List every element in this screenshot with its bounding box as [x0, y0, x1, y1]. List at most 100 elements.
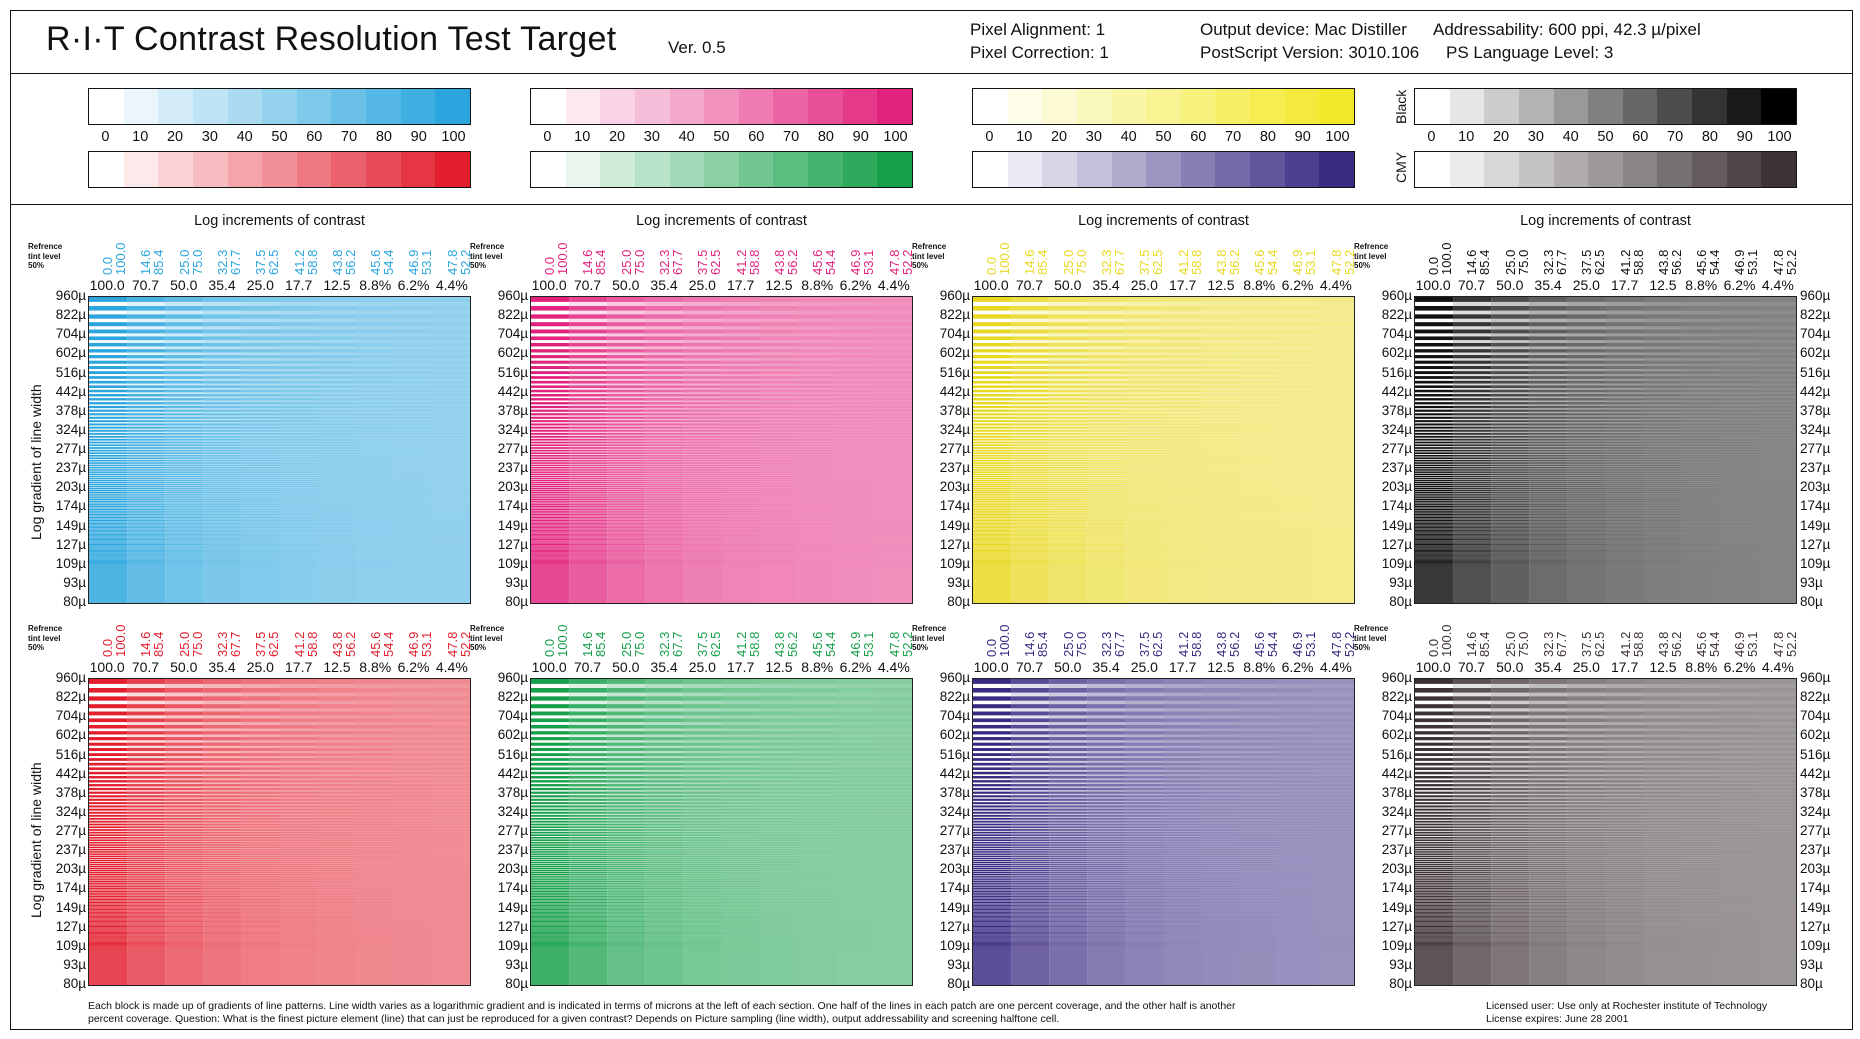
yellow-contrast-percents: 100.0 70.7 50.0 35.4 25.0 17.7 12.5 8.8% 6.2% 4.4…	[972, 277, 1355, 295]
magenta-swatch-step	[704, 89, 739, 124]
yellow-swatch-label: 0	[985, 129, 994, 145]
y-axis-title-top: Log gradient of line width	[28, 384, 44, 540]
magenta-line-width-label: 80µ	[505, 594, 528, 609]
black-line-width-label: 149µ	[1381, 517, 1412, 533]
green-contrast-percent: 8.8%	[801, 659, 834, 675]
red-contrast-column	[127, 679, 166, 985]
cmy-swatch-step	[1449, 152, 1485, 187]
green-contrast-column	[873, 679, 912, 985]
y-axis-title-bottom: Log gradient of line width	[28, 762, 44, 918]
violet-line-width-label: 203µ	[939, 861, 970, 877]
cmy-contrast-percent: 6.2%	[1723, 659, 1756, 675]
violet-contrast-percent: 50.0	[1054, 659, 1082, 675]
yellow-swatch-step	[1250, 89, 1285, 124]
red-line-width-labels: 960µ 822µ 704µ 602µ 516µ 442µ 378µ 324µ 277µ 237µ…	[38, 670, 86, 991]
yellow-line-width-label: 602µ	[939, 345, 970, 361]
cmy-contrast-percents: 100.0 70.7 50.0 35.4 25.0 17.7 12.5 8.8% 6.2% 4.4…	[1414, 659, 1797, 677]
cmy-contrast-percent: 12.5	[1649, 659, 1677, 675]
violet-line-width-label: 109µ	[939, 937, 970, 953]
magenta-contrast-percents: 100.0 70.7 50.0 35.4 25.0 17.7 12.5 8.8% 6.2% 4.4…	[530, 277, 913, 295]
magenta-swatch-step	[877, 89, 913, 124]
violet-contrast-column	[1125, 679, 1164, 985]
violet-swatch-step	[1076, 152, 1112, 187]
black-line-width-label: 378µ	[1381, 402, 1412, 418]
magenta-contrast-percent: 6.2%	[839, 277, 872, 293]
red-line-width-label: 704µ	[55, 708, 86, 724]
cmy-line-width-label-right: 174µ	[1800, 880, 1831, 896]
yellow-contrast-percent: 6.2%	[1281, 277, 1314, 293]
yellow-line-width-label: 822µ	[939, 307, 970, 323]
black-swatch-step	[1449, 89, 1485, 124]
yellow-contrast-column	[1201, 297, 1240, 603]
black-swatch-step	[1518, 89, 1554, 124]
yellow-swatch-step	[1319, 89, 1355, 124]
yellow-contrast-column	[1011, 297, 1050, 603]
cmy-line-width-label: 93µ	[1389, 956, 1412, 972]
cyan-contrast-percent: 50.0	[170, 277, 198, 293]
cmy-line-width-label-right: 237µ	[1800, 842, 1831, 858]
red-line-width-label: 277µ	[55, 823, 86, 838]
green-swatch-step	[808, 152, 843, 187]
red-contrast-column	[431, 679, 470, 985]
violet-contrast-percents: 100.0 70.7 50.0 35.4 25.0 17.7 12.5 8.8% 6.2% 4.4…	[972, 659, 1355, 677]
green-line-pattern	[531, 679, 912, 985]
cmy-contrast-column	[1605, 679, 1644, 985]
violet-line-width-label: 93µ	[947, 956, 970, 972]
green-contrast-percents: 100.0 70.7 50.0 35.4 25.0 17.7 12.5 8.8% 6.2% 4.4…	[530, 659, 913, 677]
green-contrast-column	[797, 679, 836, 985]
cmy-line-width-label: 602µ	[1381, 727, 1412, 743]
black-contrast-percent: 6.2%	[1723, 277, 1756, 293]
cmy-swatch-step	[1415, 152, 1450, 187]
cyan-swatch-step	[227, 89, 263, 124]
green-line-width-label: 237µ	[497, 842, 528, 858]
magenta-swatch-label: 10	[574, 129, 591, 145]
black-swatch-step	[1726, 89, 1762, 124]
red-line-width-label: 378µ	[55, 784, 86, 800]
green-line-width-label: 174µ	[497, 880, 528, 896]
cyan-contrast-percent: 8.8%	[359, 277, 392, 293]
magenta-swatch-label: 80	[817, 129, 834, 145]
black-line-width-label: 109µ	[1381, 555, 1412, 571]
cmy-swatch-step	[1692, 152, 1727, 187]
cyan-contrast-column	[279, 297, 318, 603]
violet-line-pattern	[973, 679, 1354, 985]
violet-line-width-label: 277µ	[939, 823, 970, 838]
magenta-contrast-percent: 4.4%	[877, 277, 910, 293]
license-user: Licensed user: Use only at Rochester ins…	[1486, 1000, 1768, 1012]
yellow-swatch-step	[1111, 89, 1147, 124]
black-swatch-label: 90	[1736, 129, 1753, 145]
cyan-line-width-label: 822µ	[55, 307, 86, 323]
violet-line-width-label: 149µ	[939, 899, 970, 915]
footer-description: Each block is made up of gradients of li…	[88, 1000, 1236, 1025]
magenta-swatch-step	[669, 89, 705, 124]
black-line-width-label-right: 149µ	[1800, 517, 1831, 533]
red-line-width-label: 516µ	[55, 746, 86, 762]
magenta-contrast-column	[569, 297, 608, 603]
black-line-width-label: 442µ	[1381, 383, 1412, 399]
violet-contrast-column	[1277, 679, 1316, 985]
cyan-line-width-label: 960µ	[55, 288, 86, 303]
yellow-line-width-label: 704µ	[939, 326, 970, 342]
yellow-contrast-percent: 70.7	[1015, 277, 1044, 293]
version-label: Ver. 0.5	[668, 38, 726, 57]
red-contrast-column	[355, 679, 394, 985]
yellow-swatch-label: 20	[1050, 129, 1068, 145]
cyan-swatch-label: 10	[132, 129, 149, 145]
black-swatch-label: 30	[1527, 129, 1544, 145]
green-line-width-label: 516µ	[497, 746, 528, 762]
cyan-contrast-percents: 100.0 70.7 50.0 35.4 25.0 17.7 12.5 8.8% 6.2% 4.4…	[88, 277, 471, 295]
target-frame	[10, 10, 1853, 1030]
black-contrast-column	[1491, 297, 1530, 603]
black-contrast-column	[1757, 297, 1796, 603]
cyan-line-width-label: 149µ	[55, 517, 86, 533]
violet-swatch-step	[1180, 152, 1216, 187]
magenta-line-width-label: 324µ	[497, 421, 528, 437]
cyan-line-width-labels: 960µ 822µ 704µ 602µ 516µ 442µ 378µ 324µ 277µ 237µ…	[38, 288, 86, 609]
magenta-swatch-step	[738, 89, 774, 124]
violet-contrast-percent: 100.0	[973, 659, 1009, 675]
magenta-contrast-percent: 17.7	[727, 277, 755, 293]
red-contrast-column	[241, 679, 280, 985]
cyan-reference-label: Refrence tint level 50%	[28, 242, 63, 270]
cmy-contrast-column	[1529, 679, 1568, 985]
cmy-line-width-label-right: 602µ	[1800, 727, 1831, 743]
